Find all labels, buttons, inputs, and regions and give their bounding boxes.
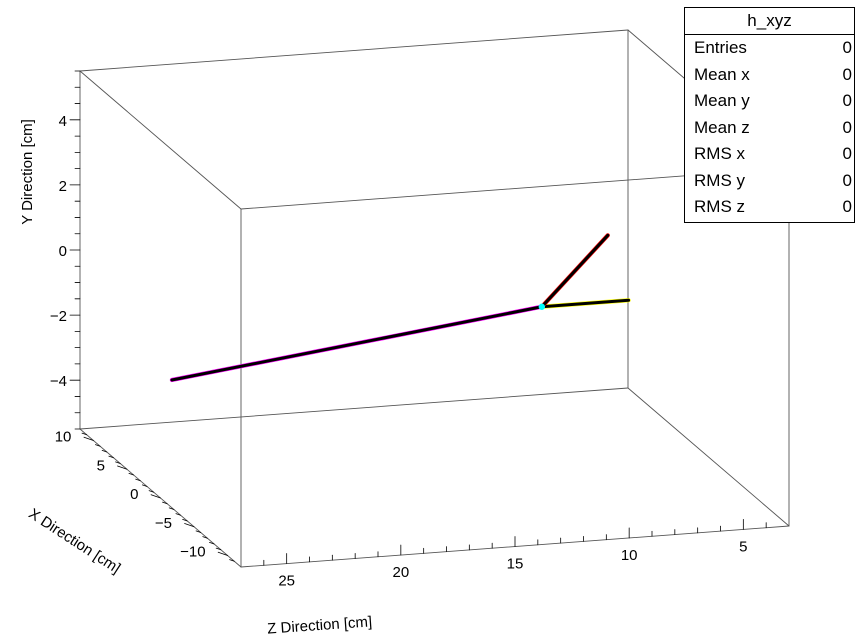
box-edge	[80, 30, 628, 71]
z-tick-label: 5	[739, 538, 747, 555]
stats-row-mean-x: Mean x 0	[685, 62, 854, 89]
stats-label: RMS x	[694, 141, 745, 168]
stats-value: 0	[843, 168, 852, 195]
x-tick-label: 5	[97, 457, 105, 474]
stats-label: Entries	[694, 35, 747, 62]
stats-title: h_xyz	[685, 8, 854, 35]
stats-row-rms-y: RMS y 0	[685, 168, 854, 195]
stats-row-mean-z: Mean z 0	[685, 115, 854, 142]
z-tick-label: 25	[278, 573, 295, 590]
stats-value: 0	[843, 115, 852, 142]
axis-ticks	[70, 71, 766, 565]
stats-label: Mean y	[694, 88, 750, 115]
x-tick-label: 0	[130, 486, 138, 503]
y-tick-label: 0	[59, 243, 67, 260]
z-tick-label: 20	[392, 564, 409, 581]
y-tick-label: 4	[59, 113, 67, 130]
box-frame	[80, 30, 789, 567]
track-line	[542, 235, 608, 306]
stats-row-entries: Entries 0	[685, 35, 854, 62]
track-line	[542, 300, 629, 306]
z-axis-label: Z Direction [cm]	[267, 613, 373, 636]
box-edge	[628, 388, 789, 526]
axis-tick-labels: −4 −2 0 2 4 −10 −5 0 5 10 25 20 15 10 5	[50, 113, 748, 590]
y-tick-label: −4	[50, 373, 67, 390]
stats-label: Mean x	[694, 62, 750, 89]
z-tick-label: 10	[621, 547, 638, 564]
stats-label: RMS z	[694, 194, 745, 221]
stats-box: h_xyz Entries 0 Mean x 0 Mean y 0 Mean z…	[684, 7, 855, 223]
x-axis-label: X Direction [cm]	[25, 505, 123, 577]
stats-row-rms-z: RMS z 0	[685, 194, 854, 221]
box-edge	[80, 388, 628, 429]
stats-label: Mean z	[694, 115, 750, 142]
stats-value: 0	[843, 62, 852, 89]
stats-label: RMS y	[694, 168, 745, 195]
stats-row-rms-x: RMS x 0	[685, 141, 854, 168]
x-tick-label: 10	[55, 429, 72, 446]
z-tick-label: 15	[507, 556, 524, 573]
stats-value: 0	[843, 35, 852, 62]
x-tick-label: −10	[180, 544, 205, 561]
y-tick-label: 2	[59, 178, 67, 195]
stats-row-mean-y: Mean y 0	[685, 88, 854, 115]
x-tick-label: −5	[155, 515, 172, 532]
stats-value: 0	[843, 194, 852, 221]
y-axis-label: Y Direction [cm]	[19, 119, 36, 225]
track-line	[172, 307, 542, 380]
vertex-point	[539, 304, 545, 310]
box-edge	[80, 71, 241, 209]
track-lines	[172, 235, 629, 380]
stats-value: 0	[843, 141, 852, 168]
stats-value: 0	[843, 88, 852, 115]
y-tick-label: −2	[50, 308, 67, 325]
